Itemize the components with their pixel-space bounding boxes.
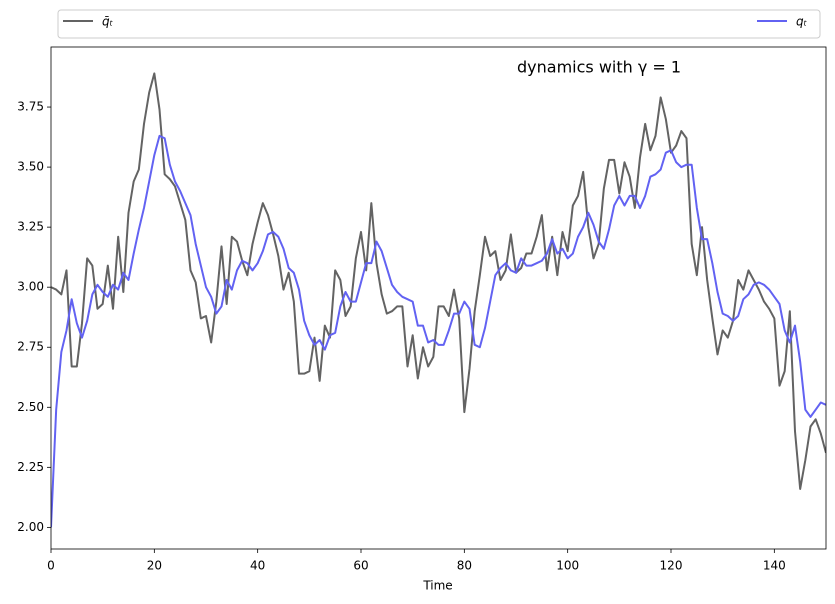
legend-label: qₜ — [796, 15, 808, 29]
y-tick-label: 2.25 — [17, 460, 44, 474]
y-tick-label: 2.75 — [17, 340, 44, 354]
x-tick-label: 60 — [353, 559, 368, 573]
y-tick-label: 3.75 — [17, 100, 44, 114]
plot-frame — [50, 46, 827, 550]
series-line — [51, 134, 826, 528]
y-tick-label: 3.00 — [17, 280, 44, 294]
x-axis-label: Time — [422, 579, 452, 593]
y-tick-label: 2.50 — [17, 400, 44, 414]
y-tick-label: 3.50 — [17, 160, 44, 174]
x-tick-label: 40 — [250, 559, 265, 573]
plot-area — [51, 72, 826, 528]
x-tick-label: 80 — [457, 559, 472, 573]
x-tick-label: 120 — [660, 559, 683, 573]
x-tick-label: 20 — [147, 559, 162, 573]
x-tick-label: 0 — [47, 559, 55, 573]
legend-box — [57, 9, 821, 39]
annotation: dynamics with γ = 1 — [517, 58, 681, 77]
y-tick-label: 2.00 — [17, 520, 44, 534]
y-tick-label: 3.25 — [17, 220, 44, 234]
x-tick-label: 140 — [763, 559, 786, 573]
legend-label: q̄ₜ — [102, 15, 114, 29]
x-tick-label: 100 — [556, 559, 579, 573]
series-line — [51, 72, 826, 490]
